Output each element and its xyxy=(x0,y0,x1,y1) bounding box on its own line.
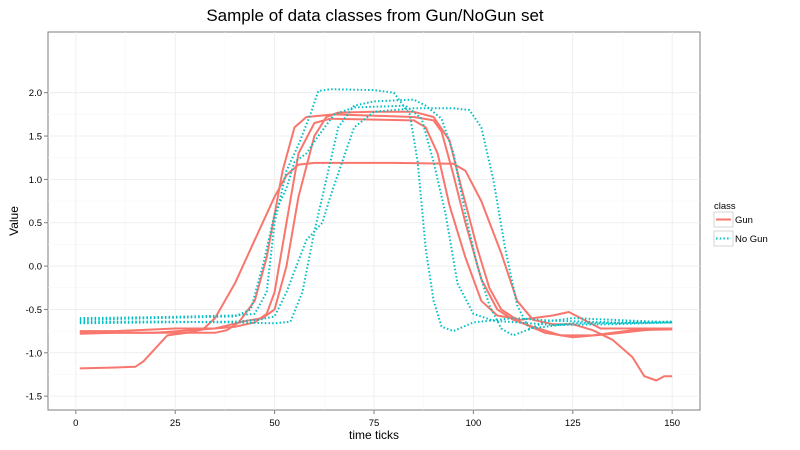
x-tick-label: 0 xyxy=(73,418,78,429)
y-tick-label: -1.0 xyxy=(26,348,42,359)
x-tick-label: 75 xyxy=(369,418,380,429)
series-line-gun-4 xyxy=(79,110,673,339)
series-line-gun-1 xyxy=(79,161,673,382)
y-axis-label: Value xyxy=(7,206,21,236)
chart-title: Sample of data classes from Gun/NoGun se… xyxy=(206,6,544,25)
y-axis: -1.5 -1.0 -0.5 0.0 0.5 1.0 1.5 2.0 xyxy=(26,88,48,403)
y-tick-label: 0.5 xyxy=(29,218,42,229)
y-tick-label: -0.5 xyxy=(26,305,42,316)
legend-label-no-gun: No Gun xyxy=(735,234,768,245)
y-tick-label: 1.0 xyxy=(29,175,42,186)
legend: class Gun No Gun xyxy=(713,201,768,247)
series-line-gun-3 xyxy=(79,117,673,333)
series-group xyxy=(79,88,673,382)
legend-label-gun: Gun xyxy=(735,215,753,226)
x-axis: 0 25 50 75 100 125 150 xyxy=(73,410,680,429)
y-tick-label: -1.5 xyxy=(26,392,42,403)
grid xyxy=(48,32,700,410)
series-line-no-gun-8 xyxy=(79,107,673,330)
y-tick-label: 1.5 xyxy=(29,132,42,143)
series-line-no-gun-6 xyxy=(79,104,673,326)
y-tick-label: 0.0 xyxy=(29,262,42,273)
x-axis-label: time ticks xyxy=(349,428,399,442)
x-tick-label: 125 xyxy=(565,418,581,429)
x-tick-label: 100 xyxy=(465,418,481,429)
y-tick-label: 2.0 xyxy=(29,88,42,99)
x-tick-label: 150 xyxy=(664,418,680,429)
legend-title: class xyxy=(714,201,736,212)
x-tick-label: 50 xyxy=(269,418,280,429)
series-line-no-gun-5 xyxy=(79,88,673,333)
x-tick-label: 25 xyxy=(170,418,181,429)
